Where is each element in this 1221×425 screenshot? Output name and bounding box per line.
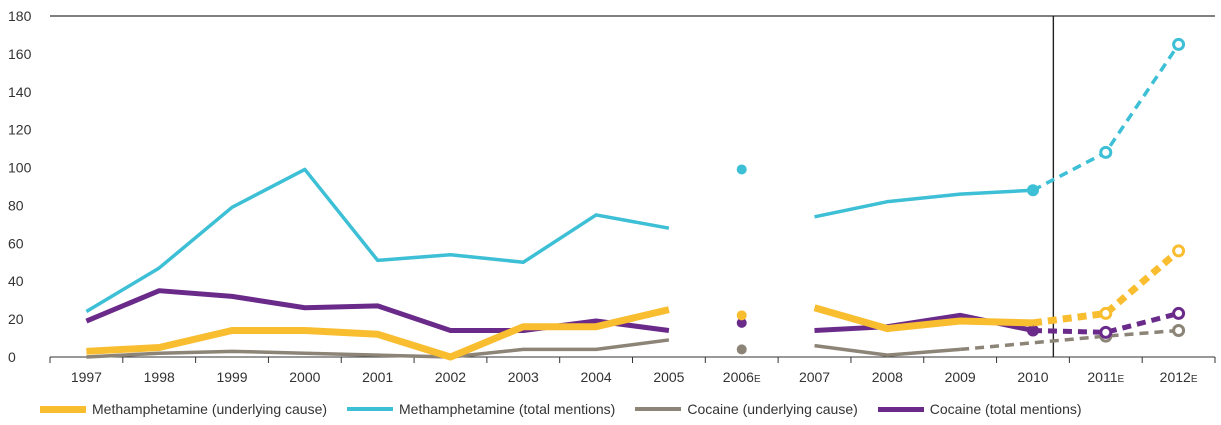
y-tick-label: 80 <box>8 197 24 213</box>
data-point <box>736 317 747 328</box>
data-point <box>1026 184 1039 197</box>
data-point-estimate <box>1172 37 1186 51</box>
series-line <box>85 167 670 314</box>
x-tick-label: 1999 <box>216 369 247 385</box>
chart: 0 20 40 60 80 100 120 140 160 180 1997 1998 1999 2000… <box>8 8 1216 385</box>
data-point-estimate <box>1172 306 1186 320</box>
y-tick-label: 0 <box>8 349 16 365</box>
chart-svg: 0 20 40 60 80 100 120 140 160 180 1997 1998 1999 2000… <box>8 8 1216 385</box>
x-tick-label: 2008 <box>872 369 903 385</box>
y-tick-label: 140 <box>8 84 32 100</box>
x-tick-label: 2006E <box>723 369 761 385</box>
legend-swatch <box>877 406 924 412</box>
legend-label: Cocaine (underlying cause) <box>687 401 858 417</box>
y-tick-label: 100 <box>8 160 32 176</box>
legend-swatch <box>635 407 682 411</box>
legend-label: Methamphetamine (total mentions) <box>399 401 616 417</box>
x-tick-label: 1998 <box>144 369 175 385</box>
series-line <box>813 304 1034 333</box>
legend-item: Cocaine (total mentions) <box>877 401 1082 417</box>
legend-item: Methamphetamine (total mentions) <box>347 401 615 417</box>
y-tick-label: 40 <box>8 273 24 289</box>
legend-item: Cocaine (underlying cause) <box>635 401 858 417</box>
y-tick-label: 160 <box>8 46 32 62</box>
x-tick-label: 2002 <box>435 369 466 385</box>
legend-swatch <box>40 405 86 413</box>
x-tick-label: 2001 <box>362 369 393 385</box>
series-line-estimate <box>1032 311 1180 335</box>
legend-swatch <box>347 407 394 411</box>
y-tick-label: 20 <box>8 311 24 327</box>
x-tick-label: 2009 <box>945 369 976 385</box>
legend-label: Cocaine (total mentions) <box>929 401 1082 417</box>
data-point-estimate <box>1099 325 1113 339</box>
y-tick-label: 120 <box>8 122 32 138</box>
x-tick-label: 2000 <box>289 369 320 385</box>
data-point <box>736 310 747 321</box>
y-tick-label: 60 <box>8 235 24 251</box>
series-line-estimate <box>1032 43 1181 192</box>
x-tick-label: 2003 <box>508 369 539 385</box>
y-tick-label: 180 <box>8 8 32 24</box>
legend-item: Methamphetamine (underlying cause) <box>40 401 327 417</box>
x-tick-label: 2005 <box>653 369 684 385</box>
series-line-estimate <box>1032 248 1181 327</box>
x-tick-label: 2011E <box>1087 369 1124 385</box>
data-point <box>736 344 747 355</box>
series-line <box>814 188 1034 219</box>
data-point <box>736 164 747 175</box>
x-tick-label: 2007 <box>799 369 830 385</box>
series-line-estimate <box>959 328 1179 352</box>
series-line <box>814 343 961 357</box>
data-point-estimate <box>1172 323 1186 337</box>
x-tick-label: 2004 <box>581 369 612 385</box>
data-point-estimate <box>1172 244 1186 258</box>
series-line <box>86 306 670 361</box>
data-point-estimate <box>1099 306 1113 320</box>
x-tick-label: 2010 <box>1017 369 1048 385</box>
series-line <box>86 338 670 359</box>
data-point <box>1026 324 1039 337</box>
x-tick-label: 1997 <box>71 369 102 385</box>
legend: Methamphetamine (underlying cause) Metham… <box>40 396 1102 422</box>
x-tick-label: 2012E <box>1160 369 1198 385</box>
data-point-estimate <box>1099 145 1113 159</box>
legend-label: Methamphetamine (underlying cause) <box>92 401 328 417</box>
